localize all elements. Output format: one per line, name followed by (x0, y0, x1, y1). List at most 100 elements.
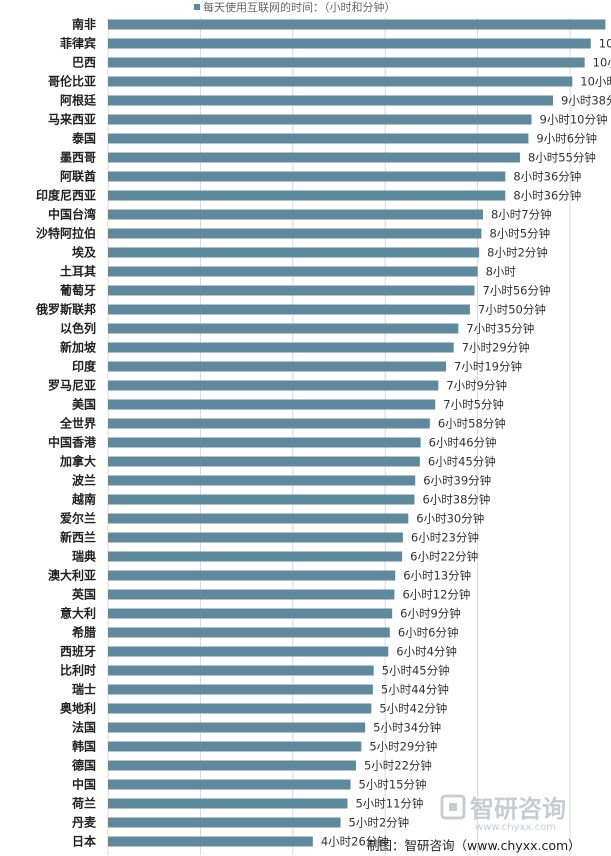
category-label: 阿联酋 (60, 169, 96, 184)
value-label: 8小时36分钟 (513, 189, 581, 203)
bar (108, 456, 420, 467)
category-label: 印度 (72, 359, 97, 374)
watermark-logo-icon (440, 794, 466, 820)
bar (108, 152, 520, 163)
bar (108, 836, 313, 847)
bar (108, 798, 348, 809)
bar (108, 304, 470, 315)
watermark-url: www.chyxx.com (475, 822, 556, 833)
bar (108, 646, 389, 657)
category-label: 埃及 (72, 245, 97, 260)
bar (108, 95, 554, 106)
value-label: 5小时15分钟 (359, 778, 427, 792)
value-label: 10小时27分钟 (599, 37, 611, 51)
category-label: 荷兰 (71, 796, 96, 811)
category-label: 瑞典 (72, 549, 96, 564)
value-label: 5小时29分钟 (369, 740, 437, 754)
category-label: 中国香港 (48, 435, 97, 450)
category-label: 新加坡 (60, 340, 97, 355)
bar (108, 342, 454, 353)
category-label: 阿根廷 (60, 93, 97, 108)
category-label: 沙特阿拉伯 (36, 226, 96, 241)
bar (108, 608, 393, 619)
bar (108, 703, 372, 714)
category-label: 丹麦 (72, 815, 97, 830)
value-label: 8小时55分钟 (528, 151, 596, 165)
category-label: 意大利 (60, 606, 96, 621)
category-label: 美国 (72, 397, 96, 412)
value-label: 6小时46分钟 (429, 436, 497, 450)
bar (108, 684, 373, 695)
value-label: 6小时23分钟 (411, 531, 479, 545)
bar (108, 228, 482, 239)
category-labels: 南非菲律宾巴西哥伦比亚阿根廷马来西亚泰国墨西哥阿联酋印度尼西亚中国台湾沙特阿拉伯… (35, 17, 97, 849)
category-label: 韩国 (72, 739, 96, 754)
category-label: 土耳其 (60, 264, 96, 279)
category-label: 菲律宾 (60, 36, 96, 51)
bar (108, 589, 395, 600)
category-label: 俄罗斯联邦 (35, 302, 96, 317)
category-label: 泰国 (71, 131, 96, 146)
watermark: 智研咨询 www.chyxx.com (440, 794, 566, 833)
bar (108, 570, 396, 581)
value-label: 7小时35分钟 (466, 322, 534, 336)
bar (108, 399, 436, 410)
value-label: 6小时30分钟 (416, 512, 484, 526)
bar (108, 532, 403, 543)
chart-credit: 制图：智研咨询（www.chyxx.com） (367, 838, 581, 853)
category-label: 澳大利亚 (48, 568, 96, 583)
value-label: 5小时2分钟 (349, 816, 410, 830)
value-label: 7小时50分钟 (478, 303, 546, 317)
value-label: 6小时58分钟 (438, 417, 506, 431)
value-label: 6小时13分钟 (403, 569, 471, 583)
value-label: 6小时22分钟 (410, 550, 478, 564)
category-label: 爱尔兰 (60, 511, 96, 526)
bar (108, 760, 356, 771)
value-label: 6小时45分钟 (428, 455, 496, 469)
category-label: 中国台湾 (48, 207, 96, 222)
bar (108, 114, 532, 125)
category-label: 加拿大 (59, 454, 96, 469)
value-label: 8小时2分钟 (487, 246, 548, 260)
bar (108, 361, 447, 372)
value-label: 9小时10分钟 (540, 113, 608, 127)
category-label: 德国 (72, 758, 96, 773)
category-label: 英国 (72, 587, 96, 602)
bar (108, 722, 366, 733)
value-label: 8小时 (486, 265, 517, 279)
value-label: 10小时3分钟 (580, 75, 611, 89)
value-label: 8小时36分钟 (513, 170, 581, 184)
bar (108, 247, 480, 258)
bar (108, 209, 483, 220)
value-label: 10小时19分钟 (593, 56, 611, 70)
bar (108, 551, 403, 562)
category-label: 瑞士 (72, 682, 96, 697)
value-label: 5小时45分钟 (382, 664, 450, 678)
bar (108, 266, 478, 277)
bar (108, 285, 475, 296)
bar (108, 190, 506, 201)
category-label: 南非 (72, 17, 96, 32)
bar (108, 741, 362, 752)
bar (108, 57, 585, 68)
legend-swatch (194, 4, 200, 10)
bar (108, 323, 459, 334)
value-label: 7小时19分钟 (454, 360, 522, 374)
legend-label: 每天使用互联网的时间：（小时和分钟） (203, 0, 396, 14)
category-label: 墨西哥 (60, 151, 96, 165)
value-label: 6小时39分钟 (423, 474, 491, 488)
bar (108, 494, 415, 505)
value-label: 7小时29分钟 (462, 341, 530, 355)
bar (108, 38, 591, 49)
value-label: 5小时44分钟 (381, 683, 449, 697)
value-label: 7小时5分钟 (443, 398, 504, 412)
category-label: 波兰 (72, 473, 96, 488)
value-label: 5小时11分钟 (355, 797, 423, 811)
bar (108, 437, 421, 448)
category-label: 西班牙 (60, 644, 96, 659)
value-label: 6小时6分钟 (398, 626, 459, 640)
category-label: 希腊 (71, 625, 96, 640)
value-labels: 10小时46分钟10小时27分钟10小时19分钟10小时3分钟9小时38分钟9小… (321, 37, 611, 849)
value-label: 9小时38分钟 (561, 94, 611, 108)
category-label: 日本 (72, 834, 96, 849)
